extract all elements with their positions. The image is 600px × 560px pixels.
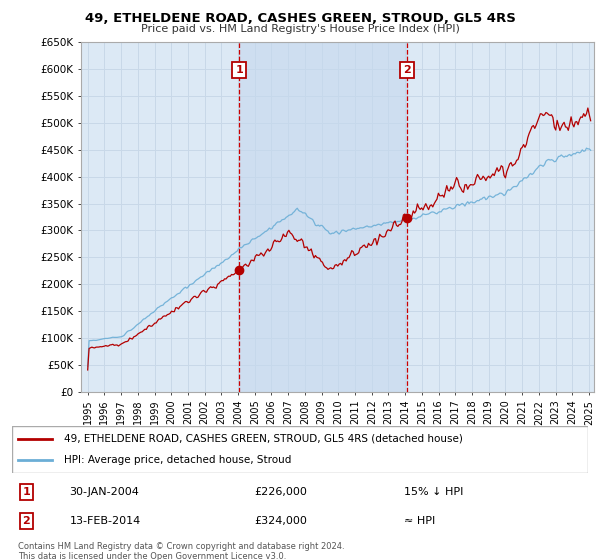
Text: £226,000: £226,000 bbox=[254, 487, 307, 497]
Text: £324,000: £324,000 bbox=[254, 516, 307, 526]
Text: 49, ETHELDENE ROAD, CASHES GREEN, STROUD, GL5 4RS: 49, ETHELDENE ROAD, CASHES GREEN, STROUD… bbox=[85, 12, 515, 25]
Text: 15% ↓ HPI: 15% ↓ HPI bbox=[404, 487, 463, 497]
Text: 1: 1 bbox=[236, 65, 243, 75]
Text: ≈ HPI: ≈ HPI bbox=[404, 516, 435, 526]
Text: 13-FEB-2014: 13-FEB-2014 bbox=[70, 516, 141, 526]
Text: 2: 2 bbox=[23, 516, 30, 526]
FancyBboxPatch shape bbox=[12, 426, 588, 473]
Text: 30-JAN-2004: 30-JAN-2004 bbox=[70, 487, 139, 497]
Text: Contains HM Land Registry data © Crown copyright and database right 2024.
This d: Contains HM Land Registry data © Crown c… bbox=[18, 542, 344, 560]
Text: 2: 2 bbox=[403, 65, 411, 75]
Text: 1: 1 bbox=[23, 487, 30, 497]
Text: Price paid vs. HM Land Registry's House Price Index (HPI): Price paid vs. HM Land Registry's House … bbox=[140, 24, 460, 34]
Bar bbox=[239, 42, 407, 392]
Text: 49, ETHELDENE ROAD, CASHES GREEN, STROUD, GL5 4RS (detached house): 49, ETHELDENE ROAD, CASHES GREEN, STROUD… bbox=[64, 434, 463, 444]
Text: HPI: Average price, detached house, Stroud: HPI: Average price, detached house, Stro… bbox=[64, 455, 291, 465]
